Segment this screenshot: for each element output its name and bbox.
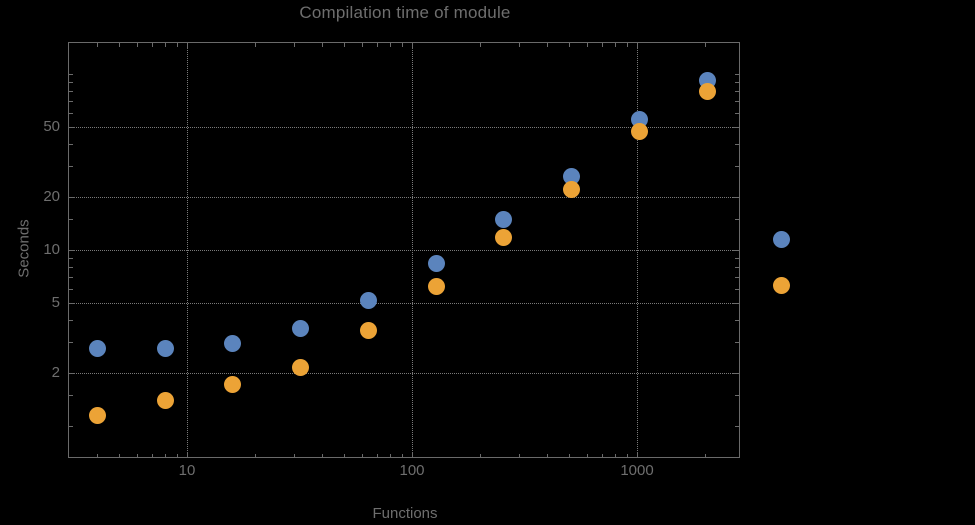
data-point [773, 276, 791, 294]
data-point [773, 230, 791, 248]
y-tick-label: 20 [43, 188, 60, 206]
y-tick-label: 5 [51, 293, 60, 311]
y-tick-label: 50 [43, 118, 60, 135]
y-tick-label: 10 [43, 241, 60, 258]
x-tick-label: 10 [178, 462, 196, 479]
plot-frame [68, 42, 740, 458]
x-axis-title: Functions [372, 505, 438, 522]
chart-title: Compilation time of module [299, 3, 511, 22]
y-tick-label: 2 [51, 364, 60, 381]
x-tick-label: 1000 [620, 462, 654, 479]
x-tick-label: 100 [399, 462, 425, 479]
y-axis-title: Seconds [15, 219, 33, 278]
